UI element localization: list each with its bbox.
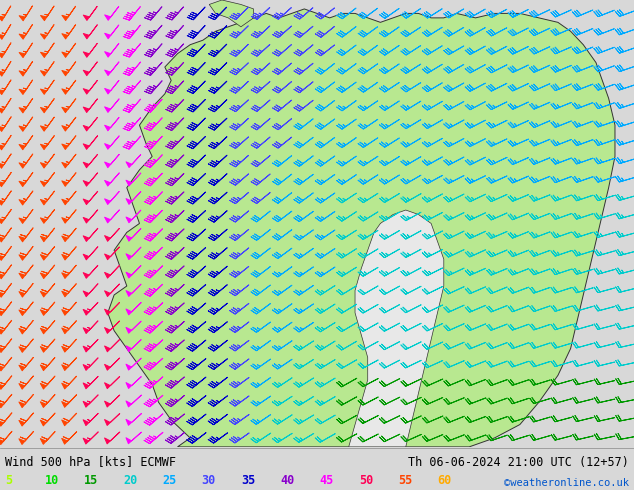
Text: 50: 50 bbox=[359, 473, 373, 487]
Text: 60: 60 bbox=[437, 473, 451, 487]
Text: 25: 25 bbox=[162, 473, 176, 487]
Text: 55: 55 bbox=[398, 473, 412, 487]
Polygon shape bbox=[108, 9, 615, 447]
Text: 45: 45 bbox=[320, 473, 333, 487]
Text: 35: 35 bbox=[241, 473, 255, 487]
Text: 10: 10 bbox=[44, 473, 58, 487]
Text: Th 06-06-2024 21:00 UTC (12+57): Th 06-06-2024 21:00 UTC (12+57) bbox=[408, 456, 629, 468]
Text: ©weatheronline.co.uk: ©weatheronline.co.uk bbox=[504, 478, 629, 488]
Text: Wind 500 hPa [kts] ECMWF: Wind 500 hPa [kts] ECMWF bbox=[5, 456, 176, 468]
Polygon shape bbox=[209, 0, 254, 27]
Text: 40: 40 bbox=[280, 473, 294, 487]
Text: 5: 5 bbox=[5, 473, 12, 487]
Polygon shape bbox=[349, 210, 444, 447]
Text: 30: 30 bbox=[202, 473, 216, 487]
Text: 20: 20 bbox=[123, 473, 137, 487]
Text: 15: 15 bbox=[84, 473, 98, 487]
